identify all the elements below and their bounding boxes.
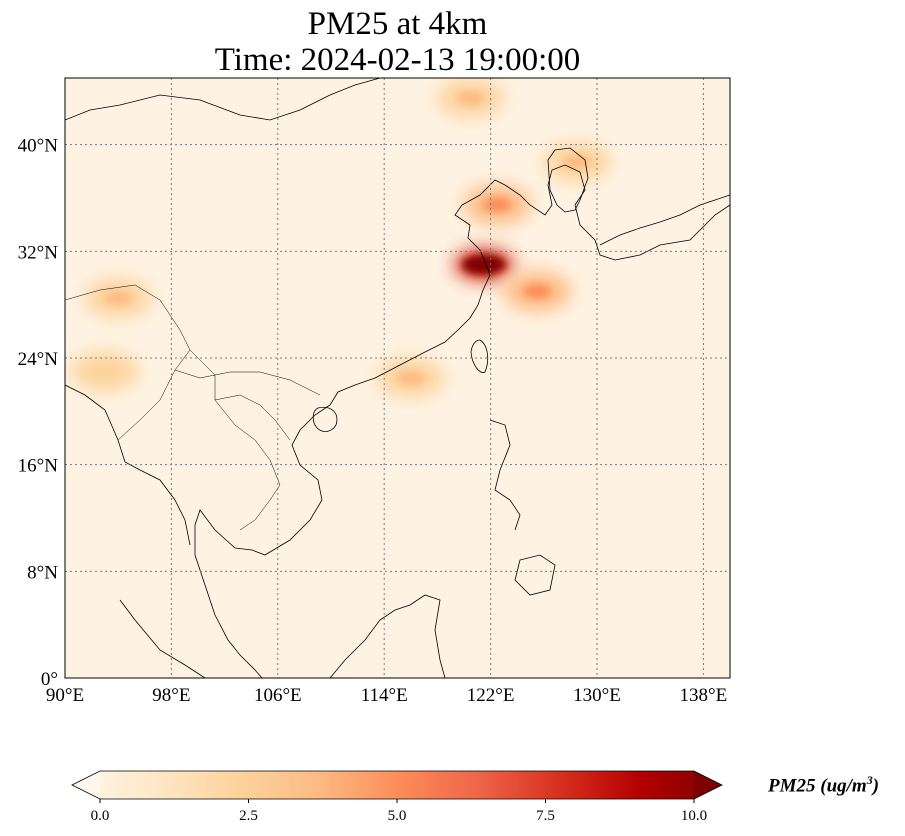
x-tick-label: 138°E (680, 685, 728, 706)
map-title: PM25 at 4km Time: 2024-02-13 19:00:00 (65, 6, 730, 78)
y-tick-label: 0° (41, 669, 58, 690)
y-tick-label: 32°N (18, 242, 59, 263)
inland-borders (65, 284, 321, 531)
colorbar-tick-label: 5.0 (388, 808, 407, 824)
colorbar-label-close: ) (872, 775, 880, 797)
axis-ticks: 90°E 98°E 106°E 114°E 122°E 130°E 138°E 40°N 32°… (18, 136, 728, 706)
colorbar-extend-max (694, 771, 722, 799)
colorbar-tick-label: 10.0 (681, 808, 707, 824)
korea-peninsula (547, 147, 589, 213)
x-tick-label: 130°E (573, 685, 621, 706)
plot-frame (64, 77, 731, 679)
gridlines (65, 78, 730, 678)
colorbar-fill (72, 771, 722, 799)
x-tick-label: 90°E (46, 685, 84, 706)
y-tick-label: 16°N (18, 456, 59, 477)
philippines-luzon (489, 419, 521, 531)
hotspot-core (563, 155, 592, 169)
colorbar-label-main: PM25 (ug/m (768, 775, 867, 797)
y-tick-label: 24°N (18, 349, 59, 370)
title-line-2: Time: 2024-02-13 19:00:00 (214, 42, 581, 78)
philippines-mindanao (514, 554, 556, 596)
hotspot-core (456, 91, 485, 105)
colorbar: 0.0 2.5 5.0 7.5 10.0 (71, 770, 723, 824)
colorbar-ticks: 0.0 2.5 5.0 7.5 10.0 (91, 799, 707, 824)
y-tick-label: 40°N (18, 136, 59, 157)
colorbar-label-sup: 3 (866, 773, 873, 787)
x-tick-label: 122°E (467, 685, 515, 706)
pm25-field (65, 78, 730, 678)
y-tick-label: 8°N (27, 562, 58, 583)
x-tick-label: 106°E (254, 685, 302, 706)
coastlines (65, 78, 730, 678)
hotspot-core (523, 284, 552, 299)
colorbar-tick-label: 0.0 (91, 808, 110, 824)
hotspot-core (90, 364, 119, 379)
borneo-coast (329, 594, 446, 678)
thailand-malay-coast (194, 509, 263, 678)
hotspot-core (461, 254, 506, 275)
colorbar-tick-label: 7.5 (536, 808, 555, 824)
colorbar-tick-label: 2.5 (239, 808, 258, 824)
x-tick-label: 98°E (152, 685, 190, 706)
title-line-1: PM25 at 4km (307, 6, 488, 42)
sumatra-coast (119, 599, 206, 678)
x-tick-label: 114°E (361, 685, 408, 706)
hainan-island (312, 406, 338, 432)
myanmar-coast (65, 384, 191, 546)
colorbar-label: PM25 (ug/m3) (768, 773, 879, 797)
colorbar-extend-min (72, 771, 100, 799)
mongolia-border (65, 78, 381, 121)
vietnam-coastline (251, 404, 331, 556)
taiwan-island (470, 339, 489, 373)
hotspot-core (104, 291, 133, 305)
japan-coast (599, 194, 730, 246)
hotspot-core (483, 197, 512, 212)
china-coastline (329, 164, 730, 406)
hotspot-core (396, 371, 425, 385)
